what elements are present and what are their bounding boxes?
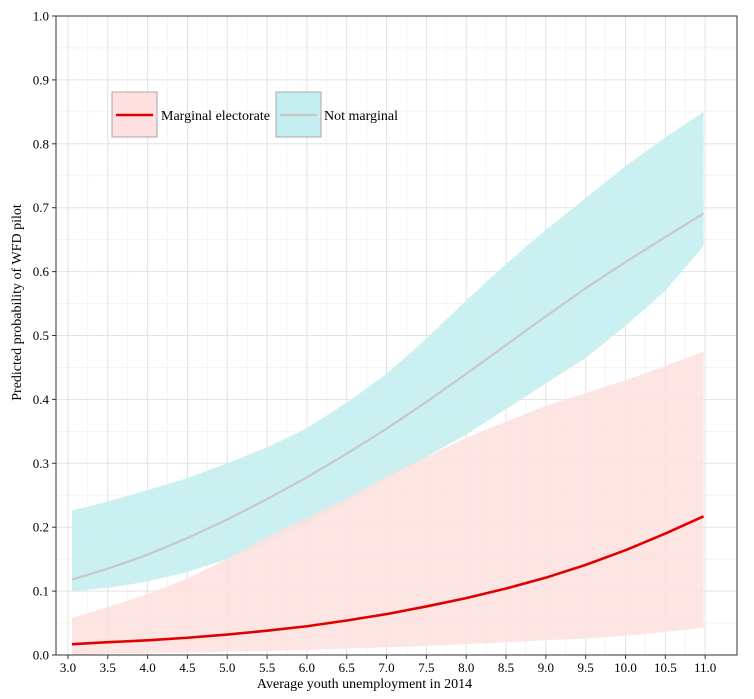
y-axis-ticks: 0.0 0.1 0.2 0.3 0.4 0.5 0.6 0.7 0.8 0.9 1.0 bbox=[33, 9, 56, 663]
x-tick-label: 6.0 bbox=[299, 660, 315, 675]
confidence-band-marginal-electorate bbox=[71, 351, 704, 655]
series-lines bbox=[71, 212, 705, 646]
x-tick-label: 9.5 bbox=[578, 660, 594, 675]
confidence-band-not-marginal bbox=[71, 111, 704, 592]
x-tick-label: 10.5 bbox=[654, 660, 677, 675]
x-tick-label: 11.0 bbox=[694, 660, 716, 675]
legend: Marginal electorate Not marginal bbox=[111, 91, 398, 138]
x-tick-label: 8.5 bbox=[498, 660, 514, 675]
x-tick-label: 3.5 bbox=[100, 660, 116, 675]
y-tick-label: 0.6 bbox=[33, 264, 50, 279]
x-tick-label: 6.5 bbox=[339, 660, 355, 675]
x-axis-title: Average youth unemployment in 2014 bbox=[257, 677, 472, 692]
confidence-bands bbox=[71, 111, 704, 655]
y-tick-label: 0.5 bbox=[33, 328, 49, 343]
y-tick-label: 0.4 bbox=[33, 392, 50, 407]
x-tick-label: 3.0 bbox=[60, 660, 76, 675]
y-tick-label: 0.7 bbox=[33, 200, 50, 215]
y-tick-label: 1.0 bbox=[33, 9, 49, 24]
series-line-marginal-electorate bbox=[71, 515, 705, 646]
x-axis-ticks: 3.0 3.5 4.0 4.5 5.0 5.5 6.0 6.5 7.0 7.5 8.0 8.5 9.0 9… bbox=[60, 655, 716, 675]
x-tick-label: 8.0 bbox=[458, 660, 474, 675]
y-tick-label: 0.3 bbox=[33, 456, 49, 471]
y-axis-title: Predicted probability of WFD pilot bbox=[10, 204, 25, 401]
x-tick-label: 4.0 bbox=[139, 660, 155, 675]
x-tick-label: 7.5 bbox=[418, 660, 434, 675]
legend-label-not-marginal: Not marginal bbox=[324, 109, 398, 124]
y-tick-label: 0.2 bbox=[33, 520, 49, 535]
y-tick-label: 0.1 bbox=[33, 584, 49, 599]
y-tick-label: 0.8 bbox=[33, 136, 49, 151]
x-tick-label: 7.0 bbox=[378, 660, 394, 675]
legend-label-marginal-electorate: Marginal electorate bbox=[161, 109, 270, 124]
series-line-not-marginal bbox=[71, 212, 705, 581]
x-tick-label: 10.0 bbox=[614, 660, 637, 675]
x-tick-label: 9.0 bbox=[538, 660, 554, 675]
y-tick-label: 0.9 bbox=[33, 72, 49, 87]
x-tick-label: 5.0 bbox=[219, 660, 235, 675]
y-tick-label: 0.0 bbox=[33, 648, 49, 663]
x-tick-label: 5.5 bbox=[259, 660, 275, 675]
x-tick-label: 4.5 bbox=[179, 660, 195, 675]
